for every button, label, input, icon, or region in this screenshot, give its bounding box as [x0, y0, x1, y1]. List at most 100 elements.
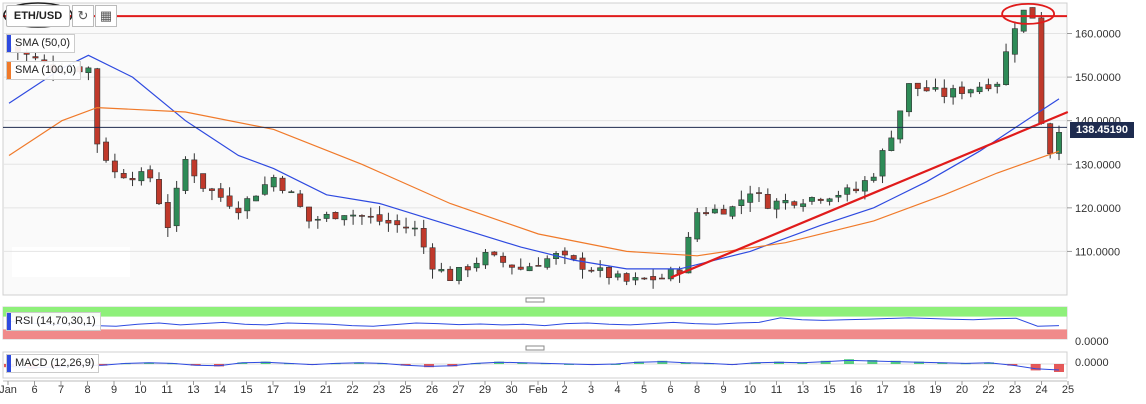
candle-body — [738, 199, 745, 206]
candle-body — [614, 273, 621, 278]
candle-body — [270, 177, 277, 188]
x-tick-label: 5 — [641, 384, 647, 396]
candle-body — [103, 141, 110, 161]
refresh-icon[interactable]: ↻ — [72, 5, 94, 27]
x-tick-label: 30 — [505, 384, 517, 396]
candle-body — [173, 187, 180, 227]
x-tick-label: 2 — [561, 384, 567, 396]
macd-histogram-bar — [1054, 364, 1064, 372]
candle-body — [588, 269, 595, 272]
candle-body — [782, 199, 789, 204]
candle-body — [1020, 9, 1027, 32]
rsi-label-text: RSI (14,70,30,1) — [15, 315, 96, 327]
candle-body — [288, 191, 295, 194]
sma100-color-bar — [7, 62, 11, 79]
candle-body — [226, 195, 233, 207]
indicator-macd-label[interactable]: MACD (12,26,9) — [6, 354, 100, 373]
candle-body — [491, 251, 498, 256]
indicator-sma100-label[interactable]: SMA (100,0) — [6, 61, 82, 80]
candle-body — [200, 173, 207, 189]
macd-histogram-bar — [447, 364, 458, 367]
interval-icon[interactable]: ▦ — [95, 5, 117, 27]
x-tick-label: 29 — [479, 384, 491, 396]
macd-histogram-bar — [657, 360, 668, 364]
x-tick-label: 4 — [614, 384, 620, 396]
macd-label-text: MACD (12,26,9) — [15, 357, 95, 369]
panel-resize-handle[interactable] — [525, 345, 545, 351]
x-tick-label: 9 — [720, 384, 726, 396]
candle-body — [473, 262, 480, 269]
indicator-sma50-label[interactable]: SMA (50,0) — [6, 34, 76, 53]
x-tick-label: 17 — [876, 384, 888, 396]
x-tick-label: 20 — [956, 384, 968, 396]
x-tick-label: 24 — [1035, 384, 1047, 396]
candle-body — [1029, 7, 1036, 19]
candle-body — [156, 179, 162, 205]
candle-body — [341, 215, 348, 221]
sma50-line — [8, 54, 1060, 270]
candle-body — [888, 137, 895, 151]
candle-body — [85, 67, 92, 74]
price-tick-label: 130.0000 — [1075, 159, 1121, 171]
macd-histogram-bar — [867, 360, 878, 364]
candle-body — [861, 180, 868, 192]
x-tick-label: 27 — [452, 384, 464, 396]
panel-resize-handle[interactable] — [525, 297, 545, 303]
x-tick-label: 19 — [293, 384, 305, 396]
price-tick-label: 120.0000 — [1075, 203, 1121, 215]
x-tick-label: 14 — [214, 384, 226, 396]
x-tick-label: 19 — [929, 384, 941, 396]
macd-histogram-bar — [424, 364, 434, 368]
candle-body — [147, 169, 154, 179]
candle-body — [500, 255, 507, 263]
candle-body — [32, 56, 39, 59]
macd-panel-bg — [2, 351, 1068, 379]
candle-body — [641, 277, 648, 280]
candle-body — [350, 214, 357, 217]
x-tick-label: 21 — [320, 384, 332, 396]
price-tick-label: 160.0000 — [1075, 29, 1121, 41]
price-tick-label: 110.0000 — [1075, 246, 1120, 258]
blank-overlay — [12, 247, 130, 277]
x-tick-label: 15 — [240, 384, 252, 396]
macd-histogram-bar — [820, 360, 831, 364]
symbol-selector[interactable]: ETH/USD — [6, 5, 70, 27]
candle-body — [314, 218, 321, 221]
x-tick-label: 8 — [84, 384, 90, 396]
candle-body — [403, 226, 410, 229]
sma50-color-bar — [7, 35, 11, 52]
candle-body — [703, 212, 710, 215]
x-tick-label: 26 — [426, 384, 438, 396]
x-tick-label: 23 — [373, 384, 385, 396]
candle-body — [597, 267, 604, 271]
macd-histogram-bar — [214, 364, 224, 367]
sma100-line — [8, 106, 1060, 257]
candle-body — [967, 89, 974, 94]
x-tick-label: Feb — [529, 384, 548, 396]
candle-body — [853, 188, 860, 192]
candle-body — [464, 266, 471, 271]
candle-body — [94, 68, 101, 145]
x-tick-label: Jan — [0, 384, 17, 396]
macd-line — [8, 359, 1060, 371]
peak-highlight-circle — [1001, 2, 1056, 25]
candle-body — [694, 212, 701, 240]
rsi-color-bar — [7, 313, 11, 330]
candle-body — [950, 88, 957, 98]
x-tick-label: 8 — [694, 384, 700, 396]
candle-body — [120, 173, 127, 179]
candle-body — [367, 215, 374, 218]
candle-body — [182, 159, 189, 191]
candle-body — [376, 214, 383, 222]
candle-body — [358, 215, 365, 217]
candle-body — [1003, 51, 1010, 86]
indicator-rsi-label[interactable]: RSI (14,70,30,1) — [6, 312, 101, 331]
macd-histogram-bar — [774, 361, 784, 364]
candle-body — [941, 87, 948, 97]
sma50-label-text: SMA (50,0) — [15, 37, 71, 49]
price-tick-label: 150.0000 — [1075, 72, 1121, 84]
candle-body — [817, 198, 824, 201]
candle-body — [385, 219, 392, 224]
candle-body — [429, 247, 436, 270]
